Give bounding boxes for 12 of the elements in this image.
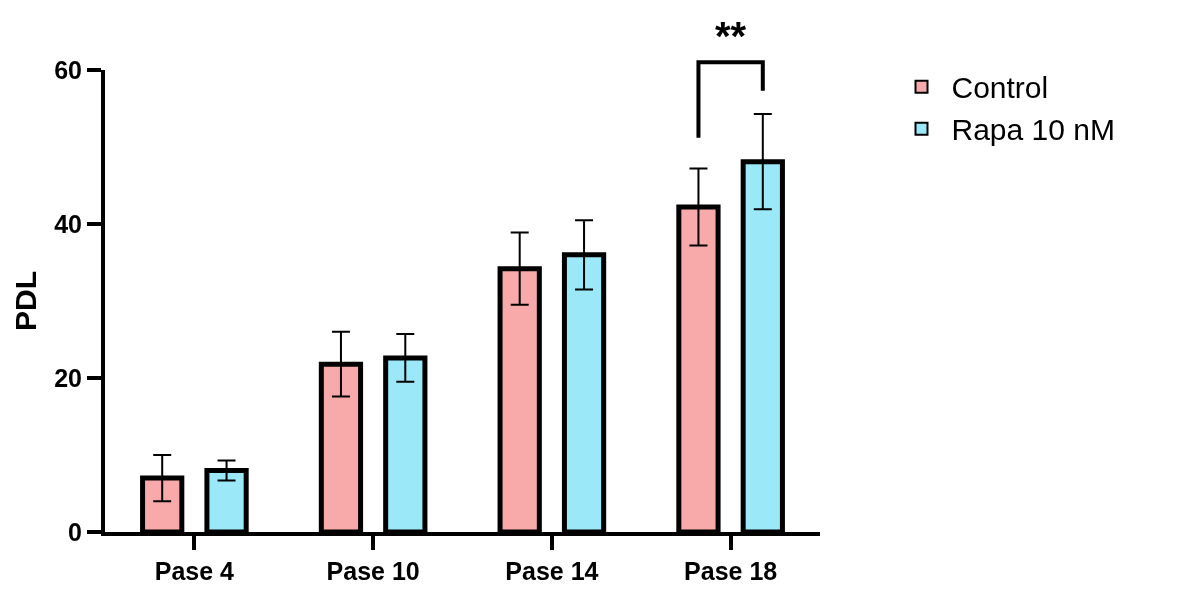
legend-label: Control (951, 71, 1049, 105)
y-tick-label: 40 (54, 209, 82, 238)
legend-label: Rapa 10 nM (951, 113, 1115, 147)
y-tick-label: 20 (54, 363, 82, 392)
y-tick-label: 60 (54, 55, 82, 84)
y-axis-title: PDL (8, 271, 42, 331)
x-tick-label: Pase 14 (505, 557, 599, 585)
x-tick-label: Pase 10 (326, 557, 420, 585)
text: ** (715, 14, 747, 58)
x-tick-label: Pase 18 (684, 557, 778, 585)
y-tick-label: 0 (68, 517, 82, 546)
x-tick-label: Pase 4 (154, 557, 235, 585)
